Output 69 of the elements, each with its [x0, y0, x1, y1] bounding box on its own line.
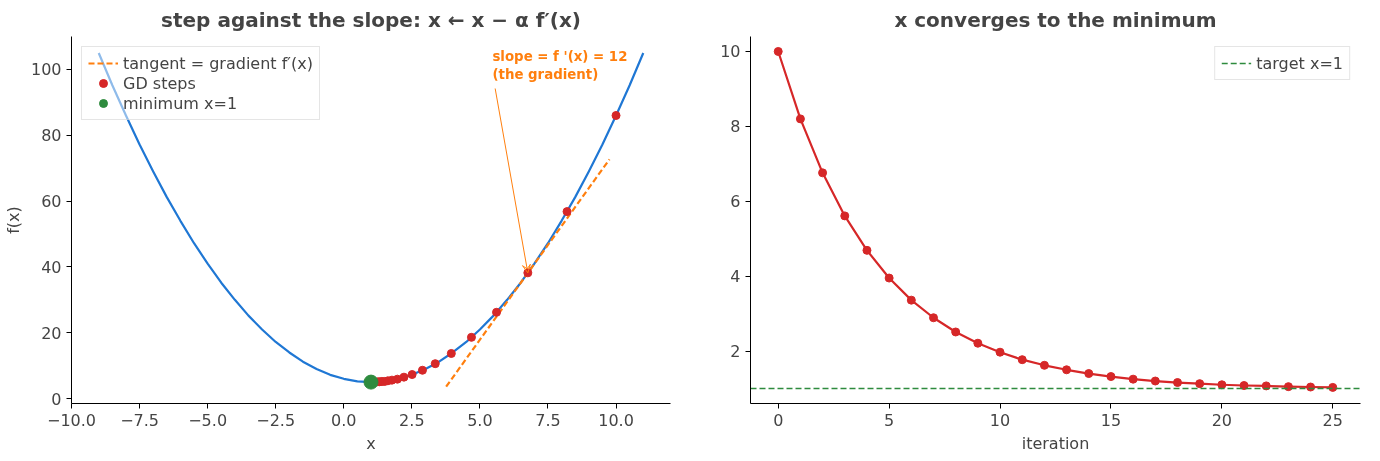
point [363, 374, 379, 390]
x-tick-label: 0 [773, 410, 784, 430]
point [1173, 378, 1182, 388]
point [1217, 380, 1227, 390]
point [1328, 382, 1338, 392]
point [929, 313, 938, 323]
x-tick-label: 5 [884, 410, 895, 430]
x-tick-label: −10.0 [46, 410, 97, 430]
y-tick-label: 40 [41, 257, 62, 277]
point [906, 295, 916, 305]
point [407, 370, 417, 380]
y-tick-label: 4 [730, 267, 741, 287]
point [1195, 379, 1205, 389]
y-tick-label: 0 [51, 389, 62, 409]
point [1084, 369, 1094, 379]
x-tick-label: 10.0 [598, 410, 634, 430]
point [446, 348, 456, 358]
point [1150, 376, 1160, 386]
y-tick-label: 10 [720, 42, 741, 62]
x-tick-label: −7.5 [120, 410, 159, 430]
y-tick-label: 80 [41, 126, 62, 146]
chart-title: x converges to the minimum [894, 7, 1217, 32]
x-tick-label: −2.5 [256, 410, 296, 430]
x-tick-label: 10 [989, 410, 1011, 430]
point [430, 359, 440, 369]
point [773, 46, 783, 56]
y-tick-label: 100 [30, 60, 62, 80]
point [795, 114, 805, 124]
point [818, 168, 828, 178]
legend-label: target x=1 [1256, 53, 1343, 73]
x-tick-label: −5.0 [188, 410, 228, 430]
legend-label: GD steps [123, 73, 196, 93]
point [1106, 372, 1116, 382]
point [1017, 355, 1027, 365]
y-tick-label: 8 [730, 117, 741, 137]
x-tick-label: 2.5 [399, 410, 425, 430]
point [995, 347, 1005, 357]
point [417, 365, 427, 375]
annotation: slope = f '(x) = 12 (the gradient) [492, 48, 628, 82]
point [884, 273, 894, 283]
chart-title: step against the slope: x ← x − α f′(x) [161, 7, 581, 32]
y-tick-label: 6 [730, 192, 741, 212]
x-tick-label: 25 [1322, 410, 1343, 430]
point [951, 327, 961, 337]
point [466, 332, 476, 342]
point [611, 111, 621, 120]
y-axis-title: f(x) [3, 206, 23, 234]
point [492, 307, 502, 317]
x-axis-title: iteration [1021, 433, 1090, 453]
legend-label: tangent = gradient f′(x) [123, 53, 313, 73]
x-axis-title: x [366, 433, 376, 453]
x-tick-label: 5.0 [467, 410, 493, 430]
point [1239, 381, 1249, 391]
legend-label: minimum x=1 [123, 93, 238, 113]
x-tick-label: 20 [1211, 410, 1233, 430]
point [1283, 382, 1293, 392]
y-tick-label: 2 [730, 342, 741, 362]
y-tick-label: 60 [41, 192, 62, 212]
point [1062, 365, 1072, 375]
point [562, 207, 572, 217]
point [862, 245, 872, 255]
x-tick-label: 7.5 [535, 410, 561, 430]
point [973, 338, 983, 348]
x-tick-label: 15 [1100, 410, 1122, 430]
y-tick-label: 20 [41, 323, 62, 343]
x-tick-label: 0.0 [331, 410, 357, 430]
point [1039, 360, 1049, 370]
point [1128, 374, 1138, 384]
point [840, 211, 850, 221]
